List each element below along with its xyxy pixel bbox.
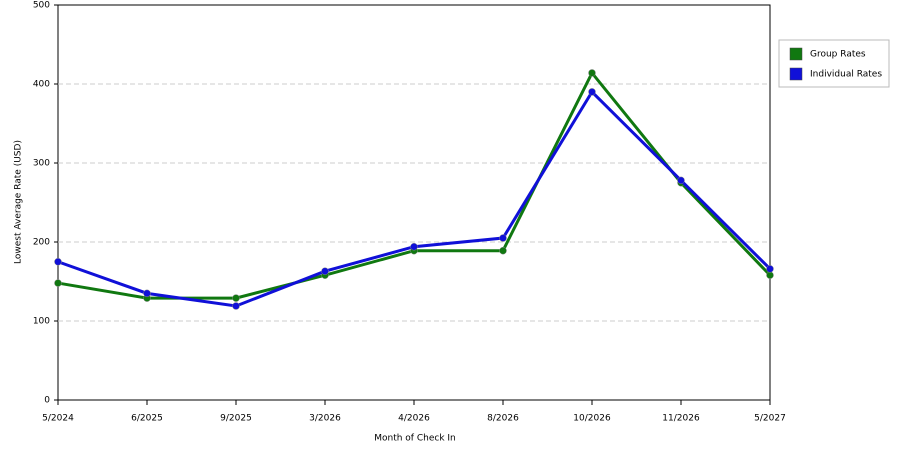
x-tick-label: 10/2026 (573, 414, 611, 424)
data-point (232, 302, 240, 310)
legend-swatch (789, 47, 803, 61)
plot-frame (57, 4, 771, 401)
x-tick-label: 5/2027 (754, 414, 786, 424)
data-point (54, 279, 62, 287)
legend-swatch (789, 67, 803, 81)
data-point (143, 289, 151, 298)
data-point (499, 246, 507, 255)
x-tick-label: 5/2024 (42, 414, 74, 424)
y-tick-label: 200 (33, 238, 50, 248)
data-point (766, 265, 774, 273)
y-tick-label: 500 (33, 1, 50, 11)
data-point (54, 258, 62, 266)
series-line (57, 89, 772, 308)
legend-label: Individual Rates (810, 70, 882, 80)
legend-label: Group Rates (810, 50, 866, 60)
data-point (677, 176, 685, 185)
data-point (588, 88, 596, 96)
y-axis-label: Lowest Average Rate (USD) (14, 140, 24, 264)
x-axis-label: Month of Check In (374, 434, 456, 444)
y-tick-label: 400 (33, 80, 50, 90)
x-tick-label: 6/2025 (131, 414, 163, 424)
data-point (766, 271, 774, 279)
y-tick-label: 100 (33, 317, 50, 327)
x-tick-label: 11/2026 (662, 414, 700, 424)
data-point (499, 234, 507, 242)
x-tick-label: 8/2026 (487, 414, 519, 424)
x-tick-label: 9/2025 (220, 414, 252, 424)
data-point (232, 294, 240, 302)
y-tick-label: 0 (44, 396, 50, 406)
x-tick-label: 4/2026 (398, 414, 430, 424)
x-tick-label: 3/2026 (309, 414, 341, 424)
data-point (321, 267, 329, 275)
series-line (57, 70, 772, 300)
y-tick-label: 300 (33, 159, 50, 169)
data-point (588, 69, 596, 77)
data-point (410, 242, 418, 251)
